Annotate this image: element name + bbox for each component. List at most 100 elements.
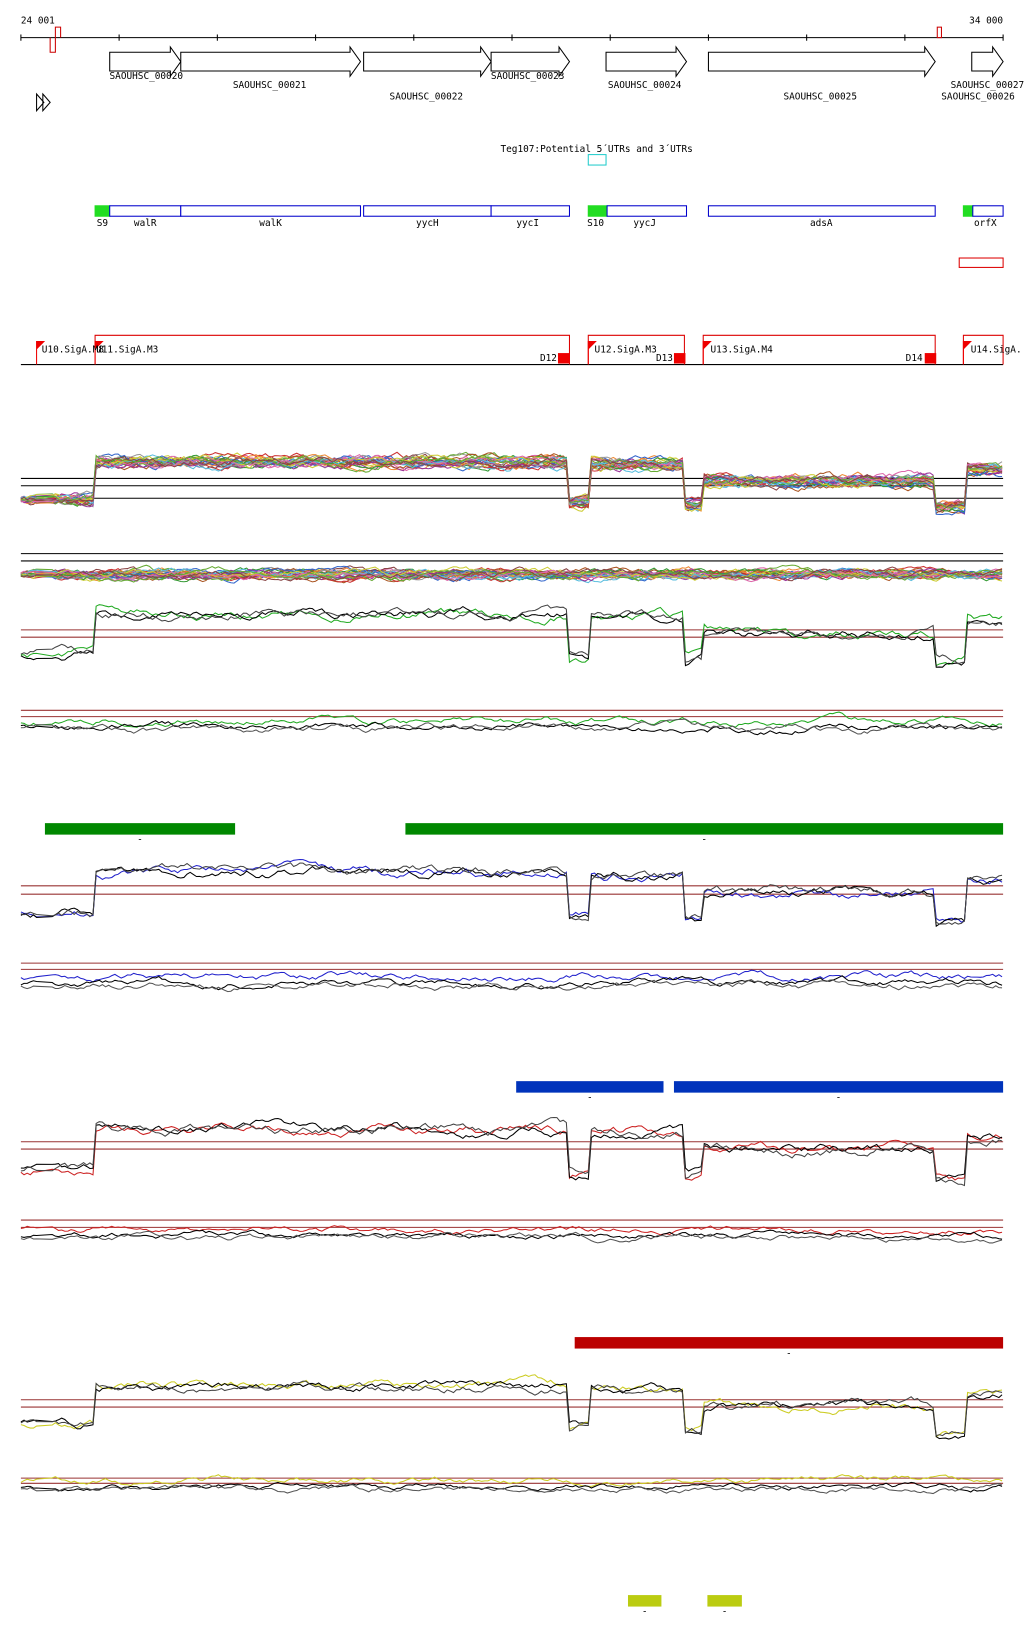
trace (20, 718, 1003, 735)
marker (49, 26, 62, 53)
trace (20, 566, 1003, 582)
trace (20, 865, 1003, 928)
terminator (673, 353, 686, 364)
region-bar (627, 1595, 662, 1607)
trace (20, 1380, 1003, 1437)
feature-label: adsA (810, 218, 833, 229)
trace (20, 1225, 1003, 1236)
feature (94, 205, 111, 217)
trace (20, 453, 1003, 509)
trace (20, 720, 1003, 736)
marker (936, 26, 942, 39)
region-label: - (836, 1092, 842, 1103)
region-label: - (722, 1606, 728, 1617)
trace (20, 858, 1003, 923)
terminator (557, 353, 570, 364)
utr-box (587, 154, 607, 166)
feature (606, 205, 688, 217)
gene-arrow (605, 45, 688, 78)
trace (20, 1380, 1003, 1440)
gene-arrow (971, 45, 1004, 78)
feature-label: walK (259, 218, 282, 229)
region-label: - (701, 834, 707, 845)
trace (20, 1374, 1003, 1438)
trace (20, 1116, 1003, 1187)
promoter-flag (94, 341, 104, 365)
promoter-label: U10.SigA.M8 (42, 344, 105, 355)
gene-label: SAOUHSC_00026 (941, 92, 1015, 103)
feature-label: yycI (516, 218, 539, 229)
promoter-label: U12.SigA.M3 (595, 344, 657, 355)
region-bar (574, 1337, 1004, 1349)
feature (363, 205, 492, 217)
feature (587, 205, 608, 217)
annotation: Teg107:Potential 5´UTRs and 3´UTRs (501, 144, 693, 155)
region-label: - (786, 1348, 792, 1359)
gene-arrow (109, 45, 182, 78)
gene-label: SAOUHSC_00023 (491, 71, 565, 82)
gene-label: SAOUHSC_00020 (110, 71, 184, 82)
gene-arrow (180, 45, 362, 78)
trace (20, 566, 1003, 583)
trace (20, 1482, 1003, 1495)
trace (20, 1118, 1003, 1183)
region-bar (707, 1595, 742, 1607)
trace (20, 566, 1003, 581)
gene-arrow (490, 45, 571, 78)
gene-label: SAOUHSC_00022 (390, 92, 464, 103)
feature-label: walR (134, 218, 157, 229)
feature (490, 205, 570, 217)
ruler-start: 24 001 (21, 15, 55, 26)
trace (20, 969, 1003, 983)
promoter-label: U11.SigA.M3 (96, 344, 158, 355)
trace (20, 1229, 1003, 1240)
region-bar (405, 823, 1004, 835)
gene-arrow (363, 45, 492, 78)
promoter-flag (702, 341, 712, 365)
feature (707, 205, 936, 217)
region-bar (44, 823, 236, 835)
trace (20, 604, 1003, 665)
feature (962, 205, 974, 217)
gene-label: SAOUHSC_00024 (608, 80, 682, 91)
feature-label: orfX (974, 218, 997, 229)
gene-label: SAOUHSC_00025 (783, 92, 857, 103)
promoter-flag (36, 341, 46, 365)
terminator (924, 353, 937, 364)
region-bar (516, 1081, 664, 1093)
trace (20, 975, 1003, 991)
strand-icon (36, 92, 51, 113)
trace (20, 454, 1003, 511)
feature (972, 205, 1004, 217)
region-label: - (587, 1092, 593, 1103)
promoter-label: D12 (540, 353, 557, 364)
trace (20, 1230, 1003, 1244)
region-bar (673, 1081, 1004, 1093)
feature (109, 205, 182, 217)
trace (20, 862, 1003, 925)
trace (20, 1474, 1003, 1487)
feature-label: yycH (416, 218, 439, 229)
trace (20, 1481, 1003, 1493)
feature-label: S9 (97, 218, 109, 229)
region-label: - (137, 834, 143, 845)
gene-label: SAOUHSC_00021 (233, 80, 307, 91)
red-box (958, 257, 1004, 268)
operon (94, 334, 570, 365)
promoter-label: D13 (656, 353, 673, 364)
trace (20, 455, 1003, 513)
gene-label: SAOUHSC_00027 (951, 80, 1024, 91)
trace (20, 711, 1003, 728)
promoter-label: U14.SigA. (971, 344, 1022, 355)
region-label: - (642, 1606, 648, 1617)
feature-label: yycJ (633, 218, 656, 229)
feature (180, 205, 362, 217)
feature-label: S10 (587, 218, 604, 229)
promoter-flag (962, 341, 972, 365)
trace (20, 979, 1003, 993)
promoter-label: U13.SigA.M4 (711, 344, 774, 355)
promoter-flag (587, 341, 597, 365)
ruler-end: 34 000 (969, 15, 1003, 26)
